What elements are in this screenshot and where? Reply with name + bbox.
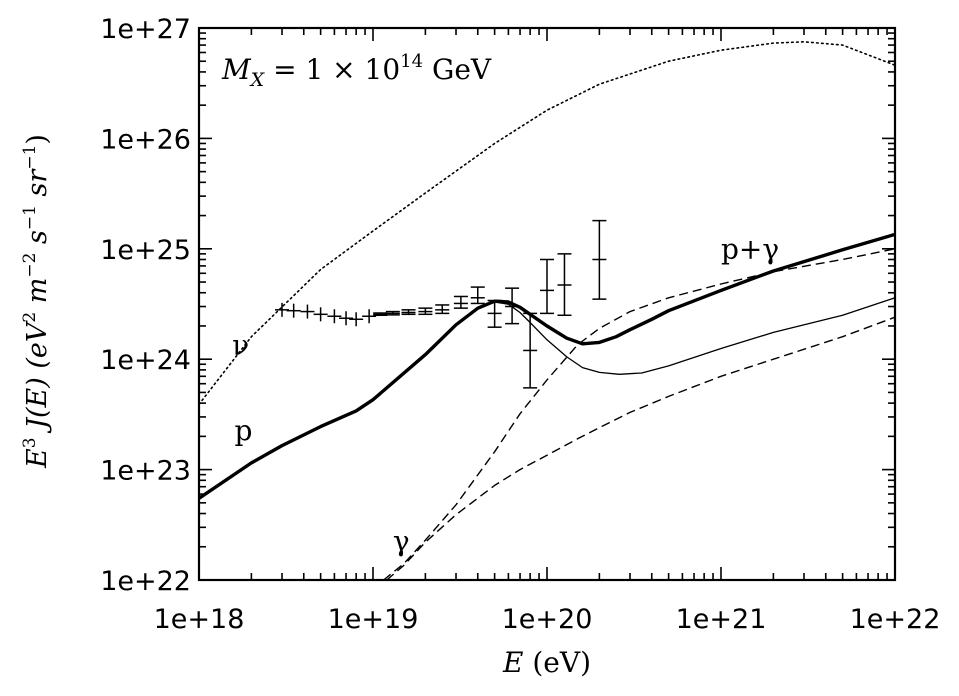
- curve-label: p: [235, 414, 253, 447]
- series-nu-line: [199, 40, 895, 406]
- data-point: [327, 309, 342, 324]
- mass-annotation: MX = 1 × 1014 GeV: [221, 51, 492, 91]
- x-axis-label: E (eV): [502, 646, 591, 679]
- curve-labels: ν p p+γ γ: [232, 232, 779, 557]
- x-tick-label: 1e+20: [502, 604, 593, 635]
- data-point: [505, 287, 520, 325]
- data-point: [300, 304, 315, 319]
- data-point: [487, 299, 502, 328]
- series-gamma-upper-line: [383, 248, 895, 580]
- data-point: [592, 219, 607, 300]
- x-tick-label: 1e+21: [676, 604, 767, 635]
- data-point: [362, 309, 377, 324]
- x-tick-label: 1e+18: [154, 604, 245, 635]
- data-point: [557, 253, 572, 317]
- data-point: [470, 286, 485, 305]
- y-tick-label: 1e+26: [100, 124, 191, 155]
- data-point: [523, 312, 538, 389]
- x-tick-label: 1e+22: [850, 604, 941, 635]
- data-point: [286, 303, 301, 318]
- curve-label: γ: [393, 525, 410, 558]
- axis-ticks: [198, 27, 896, 581]
- y-tick-label: 1e+27: [100, 14, 191, 45]
- data-point: [373, 312, 388, 317]
- data-point: [313, 307, 328, 322]
- data-point: [540, 258, 554, 315]
- data-point: [275, 302, 290, 317]
- curve-label: p+γ: [721, 232, 779, 265]
- data-point: [385, 310, 400, 316]
- data-point: [349, 312, 364, 327]
- y-tick-label: 1e+23: [100, 456, 191, 487]
- data-point: [453, 295, 468, 309]
- y-tick-label: 1e+24: [100, 345, 191, 376]
- y-tick-label: 1e+25: [100, 235, 191, 266]
- x-tick-label: 1e+19: [328, 604, 419, 635]
- data-point: [401, 309, 416, 316]
- data-point: [418, 307, 433, 316]
- y-axis-label: E3 J(E) (eV2 m−2 s−1 sr−1): [20, 134, 53, 469]
- data-points: [275, 219, 607, 389]
- y-tick-label: 1e+22: [100, 566, 191, 597]
- series-gamma-lower-line: [386, 316, 895, 580]
- curve-label: ν: [232, 329, 249, 362]
- data-point: [435, 304, 450, 315]
- data-point: [339, 311, 354, 326]
- axis-tick-labels: 1e+18 1e+19 1e+20 1e+21 1e+22 1e+22 1e+23 1e+24…: [100, 14, 940, 635]
